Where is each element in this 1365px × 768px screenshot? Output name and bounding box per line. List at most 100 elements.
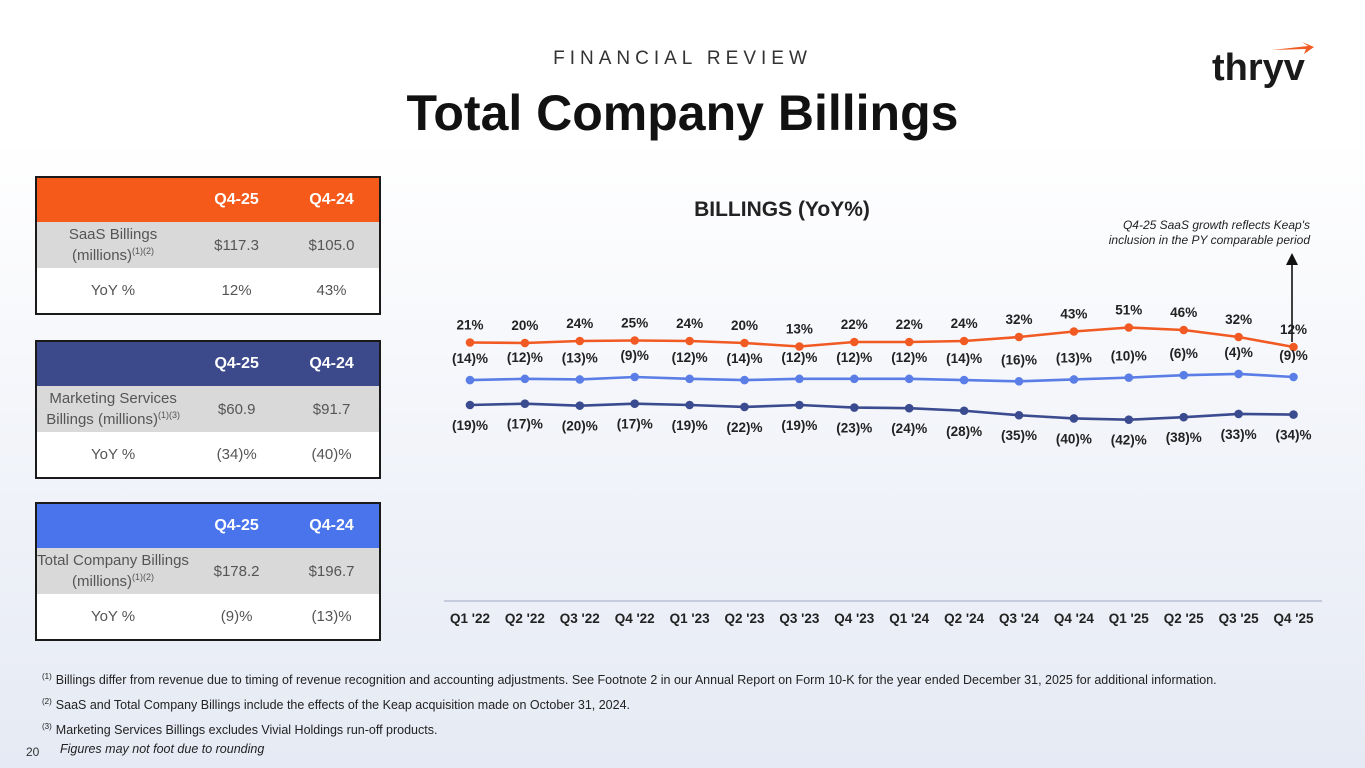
- total-series-point: [904, 374, 914, 384]
- table-cell: (9)%: [189, 594, 285, 640]
- marketing-series-point: [795, 400, 804, 410]
- row-label: YoY %: [36, 432, 190, 478]
- total-series-point: [1179, 370, 1188, 380]
- table-cell: $91.7: [284, 386, 380, 432]
- page-title: Total Company Billings: [406, 85, 959, 141]
- saas-series-data-label: 24%: [676, 316, 703, 331]
- x-tick-label: Q3 '23: [779, 611, 819, 626]
- page-number: 20: [26, 745, 40, 759]
- saas-series-point: [630, 336, 639, 345]
- row-label: YoY %: [36, 594, 190, 640]
- x-tick-label: Q3 '24: [999, 611, 1039, 626]
- saas-series-data-label: 13%: [786, 322, 813, 337]
- total-series-point: [630, 372, 639, 382]
- saas-series-point: [1124, 323, 1134, 332]
- saas-series-point: [1234, 332, 1243, 342]
- total-series-point: [1069, 375, 1079, 384]
- marketing-series-point: [465, 400, 475, 410]
- x-tick-label: Q4 '24: [1054, 611, 1094, 626]
- total-series-point: [795, 374, 804, 384]
- saas-series-line: [469, 326, 1294, 349]
- x-tick-label: Q1 '25: [1109, 611, 1149, 626]
- saas-series-point: [1179, 325, 1188, 335]
- x-tick-label: Q4 '23: [834, 611, 874, 626]
- marketing-series-data-label: (40)%: [1056, 431, 1092, 446]
- x-tick-label: Q3 '25: [1219, 611, 1259, 626]
- total-series-data-label: (9)%: [620, 348, 649, 363]
- total-series-point: [1124, 373, 1134, 382]
- logo-swoosh-icon: [1272, 42, 1314, 54]
- saas-billings-table: Q4-25 Q4-24 SaaS Billings (millions)(1)(…: [35, 176, 381, 315]
- marketing-series-point: [520, 399, 530, 409]
- table-cell: $178.2: [189, 548, 285, 594]
- total-series-data-label: (10)%: [1111, 349, 1147, 364]
- total-series-data-label: (16)%: [1001, 352, 1037, 367]
- marketing-series-data-label: (38)%: [1166, 430, 1202, 445]
- saas-series-point: [904, 337, 914, 347]
- table-header-q4-25: Q4-25: [189, 503, 285, 548]
- marketing-series-data-label: (24)%: [891, 421, 927, 436]
- saas-series-data-label: 22%: [896, 317, 923, 332]
- total-series-data-label: (13)%: [562, 350, 598, 365]
- marketing-series-data-label: (34)%: [1275, 428, 1311, 443]
- x-tick-label: Q3 '22: [560, 611, 600, 626]
- table-header-blank: [36, 341, 190, 386]
- footnotes: (1) Billings differ from revenue due to t…: [42, 666, 1217, 741]
- total-series-data-label: (4)%: [1224, 345, 1253, 360]
- logo-text: thryv: [1212, 47, 1305, 89]
- marketing-series-data-label: (19)%: [452, 418, 488, 433]
- table-header-blank: [36, 177, 190, 222]
- saas-series-point: [1069, 327, 1079, 336]
- chart-annotation-line-1: Q4-25 SaaS growth reflects Keap's: [1123, 218, 1310, 232]
- marketing-series-point: [575, 401, 585, 410]
- total-series-point: [1289, 372, 1298, 382]
- marketing-series-data-label: (20)%: [562, 419, 598, 434]
- x-tick-label: Q1 '24: [889, 611, 929, 626]
- marketing-series-point: [685, 400, 694, 410]
- saas-series-point: [575, 336, 585, 346]
- table-header-q4-24: Q4-24: [284, 503, 380, 548]
- billings-line-chart: BILLINGS (YoY%) Q4-25 SaaS growth reflect…: [444, 198, 1322, 626]
- saas-series-point: [850, 337, 859, 347]
- saas-series-data-label: 46%: [1170, 305, 1197, 320]
- total-series-point: [465, 375, 475, 385]
- total-series-point: [1014, 377, 1024, 386]
- saas-series-point: [795, 342, 804, 351]
- table-cell: 43%: [284, 268, 380, 314]
- total-series-data-label: (14)%: [946, 351, 982, 366]
- table-header-blank: [36, 503, 190, 548]
- x-tick-label: Q2 '23: [725, 611, 765, 626]
- saas-series-data-label: 51%: [1115, 303, 1142, 318]
- marketing-series-data-label: (17)%: [617, 417, 653, 432]
- table-cell: (34)%: [189, 432, 285, 478]
- marketing-series-point: [740, 402, 749, 412]
- total-series-data-label: (12)%: [672, 350, 708, 365]
- row-label: Marketing Services Billings (millions)(1…: [36, 386, 190, 432]
- saas-series-data-label: 20%: [731, 318, 758, 333]
- saas-series-data-label: 32%: [1225, 312, 1252, 327]
- marketing-series-data-label: (19)%: [781, 418, 817, 433]
- x-tick-label: Q4 '22: [615, 611, 655, 626]
- chart-annotation-line-2: inclusion in the PY comparable period: [1109, 233, 1311, 247]
- chart-title: BILLINGS (YoY%): [694, 198, 870, 221]
- total-series-point: [685, 374, 694, 384]
- marketing-series-point: [1289, 410, 1298, 419]
- marketing-series-line: [469, 402, 1294, 422]
- row-label: YoY %: [36, 268, 190, 314]
- saas-series-data-label: 24%: [566, 316, 593, 331]
- total-series-data-label: (12)%: [781, 350, 817, 365]
- saas-series-data-label: 43%: [1060, 307, 1087, 322]
- footnote-3: (3) Marketing Services Billings excludes …: [42, 722, 438, 738]
- total-series-point: [1234, 369, 1243, 379]
- table-cell: 12%: [189, 268, 284, 314]
- table-header-q4-24: Q4-24: [284, 177, 380, 222]
- saas-series-point: [1014, 332, 1024, 342]
- table-header-q4-24: Q4-24: [284, 341, 380, 386]
- total-series-data-label: (12)%: [836, 350, 872, 365]
- table-cell: $105.0: [284, 222, 380, 268]
- x-tick-label: Q1 '22: [450, 611, 490, 626]
- total-company-billings-table: Q4-25 Q4-24 Total Company Billings (mill…: [35, 502, 381, 641]
- total-series-data-label: (6)%: [1169, 346, 1198, 361]
- table-header-q4-25: Q4-25: [189, 341, 285, 386]
- saas-series-data-label: 20%: [511, 318, 538, 333]
